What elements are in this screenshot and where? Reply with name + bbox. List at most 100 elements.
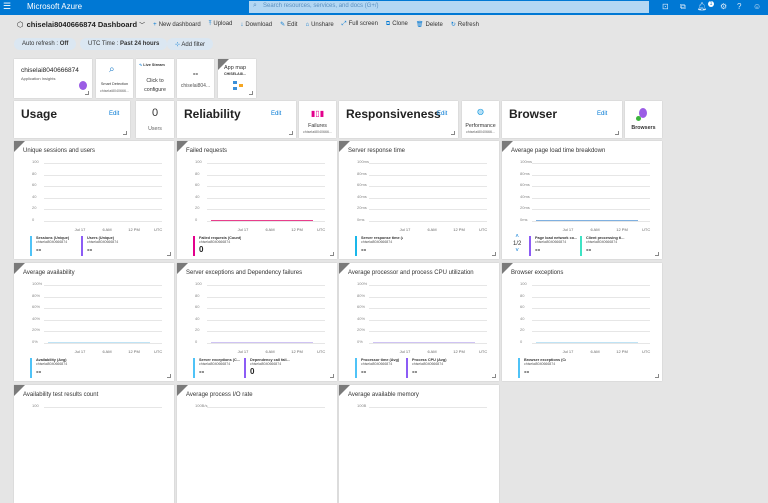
auto-refresh-filter[interactable]: Auto refresh : Off [14, 38, 77, 50]
legend-item[interactable]: Failed requests (Count) chiselai80406668… [193, 235, 241, 256]
live-stream-tile[interactable]: ∿ Live Stream Click to configure [136, 59, 174, 98]
resize-handle[interactable] [85, 91, 89, 95]
legend-item[interactable]: Page load network co... chiselai80406668… [529, 235, 577, 256]
legend-item[interactable]: Dependency call fail... chiselai80406668… [244, 357, 292, 378]
lightbulb-icon [639, 108, 647, 118]
resize-handle[interactable] [615, 131, 619, 135]
legend-item[interactable]: Sessions (Unique) chiselai8040666874 -- [30, 235, 78, 256]
cloud-shell-icon[interactable]: ⊡ [662, 2, 669, 11]
brand[interactable]: Microsoft Azure [27, 2, 83, 11]
edit-link[interactable]: Edit [597, 111, 608, 117]
full-screen-button[interactable]: ⤢ Full screen [341, 21, 378, 27]
settings-icon[interactable]: ⚙ [720, 2, 728, 11]
responsiveness-tile[interactable]: Responsiveness Edit [339, 101, 458, 138]
tile-corner-icon [502, 141, 513, 152]
download-button[interactable]: ↓ Download [240, 21, 273, 28]
gridline [207, 308, 325, 309]
add-filter-button[interactable]: ⊹ Add filter [167, 38, 214, 50]
chart-tile[interactable]: Average availability 100% 80% 60% 40% 20%… [14, 263, 174, 381]
chart-title: Average page load time breakdown [511, 148, 606, 154]
tile-label: configure [144, 87, 166, 93]
resize-handle[interactable] [330, 374, 334, 378]
chart-tile[interactable]: Server exceptions and Dependency failure… [177, 263, 337, 381]
legend-pager[interactable]: ˄ 1/2 ˅ [513, 233, 522, 254]
browsers-tile[interactable]: Browsers [625, 101, 662, 138]
reliability-tile[interactable]: Reliability Edit [177, 101, 296, 138]
failures-icon: ▮▯▮ [310, 109, 325, 118]
y-tick-label: 40 [195, 193, 200, 199]
y-tick-label: 40 [195, 315, 200, 321]
gridline [207, 186, 325, 187]
edit-link[interactable]: Edit [437, 111, 448, 117]
upload-button[interactable]: ⤒ Upload [208, 21, 233, 27]
time-range-filter[interactable]: UTC Time : Past 24 hours [80, 38, 168, 50]
resize-handle[interactable] [249, 91, 253, 95]
edit-button[interactable]: ✎ Edit [280, 22, 298, 28]
y-tick-label: 80ms [520, 170, 530, 176]
gridline [44, 285, 162, 286]
edit-link[interactable]: Edit [271, 111, 282, 117]
legend-item[interactable]: Processor time (Avg) chiselai8040666874 … [355, 357, 403, 378]
gridline [369, 296, 487, 298]
chart-tile[interactable]: Average page load time breakdown 100ms 80… [502, 141, 662, 259]
gridline [532, 285, 650, 286]
legend-item[interactable]: Server exceptions (C... chiselai80406668… [193, 357, 241, 378]
gridline [207, 209, 325, 210]
legend-item[interactable]: Users (Unique) chiselai8040666874 -- [81, 235, 129, 256]
tile-corner-icon [14, 263, 25, 274]
resize-handle[interactable] [492, 252, 496, 256]
resize-handle[interactable] [655, 374, 659, 378]
failures-tile[interactable]: ▮▯▮ Failures chiselai8040666... [299, 101, 336, 138]
resize-handle[interactable] [492, 374, 496, 378]
chart-tile[interactable]: Server response time 100ms 80ms 60ms 40ms… [339, 141, 499, 259]
browser-tile[interactable]: Browser Edit [502, 101, 622, 138]
legend-item[interactable]: Client processing ti... chiselai80406668… [580, 235, 628, 256]
tile-corner-icon [339, 263, 350, 274]
new-dashboard-button[interactable]: + New dashboard [153, 21, 201, 28]
resize-handle[interactable] [330, 252, 334, 256]
chart-tile[interactable]: Failed requests 100 80 60 40 20 0 Jul 17 6… [177, 141, 337, 259]
app-map-tile[interactable]: App map CHISELAI8... [218, 59, 256, 98]
resize-handle[interactable] [123, 131, 127, 135]
y-tick-label: 0ms [357, 216, 365, 222]
resize-handle[interactable] [655, 252, 659, 256]
help-icon[interactable]: ? [737, 2, 742, 11]
resize-handle[interactable] [167, 252, 171, 256]
resize-handle[interactable] [289, 131, 293, 135]
legend-item[interactable]: Process CPU (Avg) chiselai8040666874 -- [406, 357, 454, 378]
unshare-button[interactable]: ⌂ Unshare [305, 21, 334, 28]
legend-item[interactable]: Browser exceptions (Count) chiselai80406… [518, 357, 566, 378]
legend-item[interactable]: Availability (Avg) chiselai8040666874 -- [30, 357, 78, 378]
chart-tile[interactable]: Average available memory 100B [339, 385, 499, 503]
directory-filter-icon[interactable]: ⧉ [680, 2, 686, 11]
users-tile[interactable]: 0 Users [136, 101, 174, 138]
resize-handle[interactable] [451, 131, 455, 135]
edit-link[interactable]: Edit [109, 111, 120, 117]
chart-tile[interactable]: Average process I/O rate 100B/s [177, 385, 337, 503]
feedback-icon[interactable]: ☺ [753, 2, 762, 11]
legend-value: -- [524, 366, 530, 376]
legend-item[interactable]: Server response time (Avg) chiselai80406… [355, 235, 403, 256]
chart-tile[interactable]: Unique sessions and users 100 80 60 40 20… [14, 141, 174, 259]
usage-tile[interactable]: Usage Edit [14, 101, 130, 138]
app-insights-tile[interactable]: chiselai8040666874 Application Insights [14, 59, 92, 98]
performance-tile[interactable]: ◍ Performance chiselai8040666... [462, 101, 499, 138]
metric-value: -- [192, 69, 199, 78]
smart-detection-tile[interactable]: ⌕ Smart Detection chiselai8040666... [96, 59, 133, 98]
chevron-down-icon[interactable]: ﹀ [139, 23, 146, 29]
delete-button[interactable]: 🗑︎ Delete [415, 22, 443, 28]
search-input[interactable]: ⌕ Search resources, services, and docs (G… [249, 1, 649, 13]
chart-tile[interactable]: Availability test results count 100 [14, 385, 174, 503]
legend-label: Process CPU (Avg) [412, 357, 447, 362]
chart-tile[interactable]: Browser exceptions 100 80 60 40 20 0 Jul … [502, 263, 662, 381]
menu-icon[interactable]: ☰ [3, 1, 12, 11]
metric-tile[interactable]: -- chiselai804... [177, 59, 214, 98]
resize-handle[interactable] [167, 374, 171, 378]
refresh-button[interactable]: ↻ Refresh [450, 22, 479, 28]
chart-tile[interactable]: Average processor and process CPU utiliz… [339, 263, 499, 381]
clone-button[interactable]: ⧉ Clone [385, 21, 408, 27]
legend-label: Processor time (Avg) [361, 357, 400, 362]
notifications-icon[interactable]: 🔔︎ [697, 2, 708, 11]
tile-label: Users [148, 126, 162, 132]
section-title: Browser [509, 107, 558, 121]
